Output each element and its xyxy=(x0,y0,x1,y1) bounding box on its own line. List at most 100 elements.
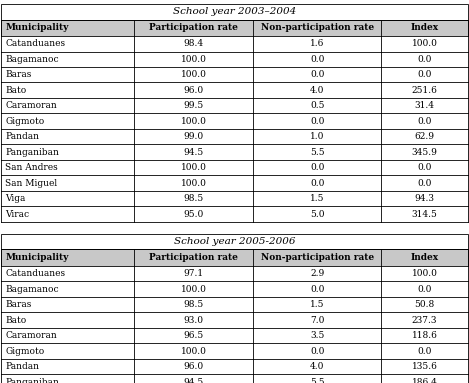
Text: Baras: Baras xyxy=(5,70,31,79)
Bar xyxy=(1,297,468,313)
Text: School year 2005-2006: School year 2005-2006 xyxy=(174,237,295,246)
Text: Caramoran: Caramoran xyxy=(5,101,57,110)
Text: Viga: Viga xyxy=(5,194,26,203)
Text: 0.0: 0.0 xyxy=(310,179,325,188)
Text: Catanduanes: Catanduanes xyxy=(5,39,65,48)
Text: 93.0: 93.0 xyxy=(184,316,204,325)
Text: 0.0: 0.0 xyxy=(417,285,432,294)
Text: 96.5: 96.5 xyxy=(183,331,204,340)
Text: Index: Index xyxy=(410,23,439,32)
Text: School year 2003–2004: School year 2003–2004 xyxy=(173,7,296,16)
Text: 100.0: 100.0 xyxy=(412,269,438,278)
Text: 97.1: 97.1 xyxy=(183,269,204,278)
Bar xyxy=(1,36,468,51)
Text: Participation rate: Participation rate xyxy=(149,253,238,262)
Bar xyxy=(1,51,468,67)
Text: Panganiban: Panganiban xyxy=(5,148,59,157)
Bar xyxy=(1,344,468,359)
Text: 100.0: 100.0 xyxy=(181,55,207,64)
Text: 0.5: 0.5 xyxy=(310,101,325,110)
Bar xyxy=(1,113,468,129)
Text: 4.0: 4.0 xyxy=(310,362,325,371)
Bar xyxy=(1,4,468,20)
Text: 98.5: 98.5 xyxy=(183,194,204,203)
Text: 345.9: 345.9 xyxy=(412,148,438,157)
Text: 3.5: 3.5 xyxy=(310,331,325,340)
Text: 251.6: 251.6 xyxy=(412,86,438,95)
Text: 100.0: 100.0 xyxy=(181,285,207,294)
Text: 1.5: 1.5 xyxy=(310,300,325,309)
Bar xyxy=(1,234,468,249)
Text: Bagamanoc: Bagamanoc xyxy=(5,55,59,64)
Text: 50.8: 50.8 xyxy=(415,300,435,309)
Text: Bagamanoc: Bagamanoc xyxy=(5,285,59,294)
Text: 314.5: 314.5 xyxy=(412,210,438,219)
Text: 100.0: 100.0 xyxy=(181,163,207,172)
Text: 99.0: 99.0 xyxy=(183,132,204,141)
Text: Gigmoto: Gigmoto xyxy=(5,117,45,126)
Bar xyxy=(1,20,468,36)
Text: Bato: Bato xyxy=(5,86,26,95)
Text: 100.0: 100.0 xyxy=(181,179,207,188)
Text: 0.0: 0.0 xyxy=(310,117,325,126)
Text: Virac: Virac xyxy=(5,210,30,219)
Text: Index: Index xyxy=(410,253,439,262)
Text: Municipality: Municipality xyxy=(5,253,68,262)
Bar xyxy=(1,206,468,222)
Bar xyxy=(1,82,468,98)
Text: Panganiban: Panganiban xyxy=(5,378,59,383)
Text: Non-participation rate: Non-participation rate xyxy=(261,253,374,262)
Text: 2.9: 2.9 xyxy=(310,269,325,278)
Bar xyxy=(1,191,468,206)
Bar xyxy=(1,67,468,82)
Text: 237.3: 237.3 xyxy=(412,316,438,325)
Text: 0.0: 0.0 xyxy=(310,70,325,79)
Text: 5.5: 5.5 xyxy=(310,148,325,157)
Text: Caramoran: Caramoran xyxy=(5,331,57,340)
Bar xyxy=(1,98,468,113)
Text: 0.0: 0.0 xyxy=(417,70,432,79)
Text: 100.0: 100.0 xyxy=(181,70,207,79)
Text: 0.0: 0.0 xyxy=(417,117,432,126)
Text: 5.0: 5.0 xyxy=(310,210,325,219)
Bar xyxy=(1,144,468,160)
Text: 0.0: 0.0 xyxy=(417,55,432,64)
Text: 96.0: 96.0 xyxy=(183,86,204,95)
Bar xyxy=(1,160,468,175)
Bar xyxy=(1,282,468,297)
Text: 0.0: 0.0 xyxy=(310,55,325,64)
Text: 7.0: 7.0 xyxy=(310,316,325,325)
Text: 0.0: 0.0 xyxy=(310,347,325,356)
Text: 94.3: 94.3 xyxy=(415,194,435,203)
Text: 4.0: 4.0 xyxy=(310,86,325,95)
Text: 100.0: 100.0 xyxy=(181,117,207,126)
Text: 118.6: 118.6 xyxy=(412,331,438,340)
Bar xyxy=(1,359,468,375)
Text: 0.0: 0.0 xyxy=(310,163,325,172)
Text: 98.5: 98.5 xyxy=(183,300,204,309)
Bar xyxy=(1,313,468,328)
Bar xyxy=(1,328,468,344)
Text: San Andres: San Andres xyxy=(5,163,58,172)
Text: 1.5: 1.5 xyxy=(310,194,325,203)
Text: Gigmoto: Gigmoto xyxy=(5,347,45,356)
Text: Baras: Baras xyxy=(5,300,31,309)
Text: 94.5: 94.5 xyxy=(183,378,204,383)
Text: Municipality: Municipality xyxy=(5,23,68,32)
Text: 62.9: 62.9 xyxy=(415,132,435,141)
Text: 0.0: 0.0 xyxy=(310,285,325,294)
Text: Pandan: Pandan xyxy=(5,132,39,141)
Bar xyxy=(1,375,468,383)
Text: 1.6: 1.6 xyxy=(310,39,325,48)
Text: Bato: Bato xyxy=(5,316,26,325)
Text: Non-participation rate: Non-participation rate xyxy=(261,23,374,32)
Bar xyxy=(1,175,468,191)
Text: 0.0: 0.0 xyxy=(417,179,432,188)
Text: 96.0: 96.0 xyxy=(183,362,204,371)
Text: Catanduanes: Catanduanes xyxy=(5,269,65,278)
Text: 5.5: 5.5 xyxy=(310,378,325,383)
Text: 100.0: 100.0 xyxy=(412,39,438,48)
Text: Pandan: Pandan xyxy=(5,362,39,371)
Text: 99.5: 99.5 xyxy=(183,101,204,110)
Text: San Miguel: San Miguel xyxy=(5,179,57,188)
